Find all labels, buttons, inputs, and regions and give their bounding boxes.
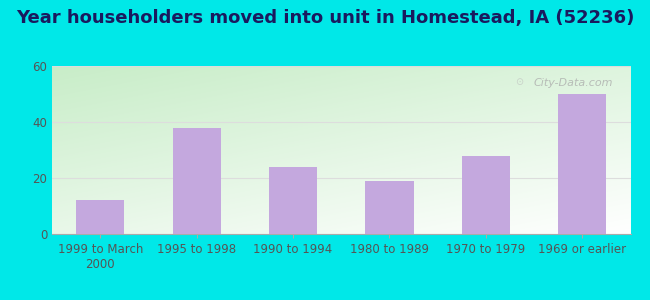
Bar [558, 94, 606, 234]
Text: ⊙: ⊙ [515, 77, 523, 87]
Bar [462, 156, 510, 234]
Bar [365, 181, 413, 234]
Bar [172, 128, 221, 234]
Text: Year householders moved into unit in Homestead, IA (52236): Year householders moved into unit in Hom… [16, 9, 634, 27]
Bar [76, 200, 124, 234]
Bar [269, 167, 317, 234]
Text: City-Data.com: City-Data.com [534, 78, 613, 88]
